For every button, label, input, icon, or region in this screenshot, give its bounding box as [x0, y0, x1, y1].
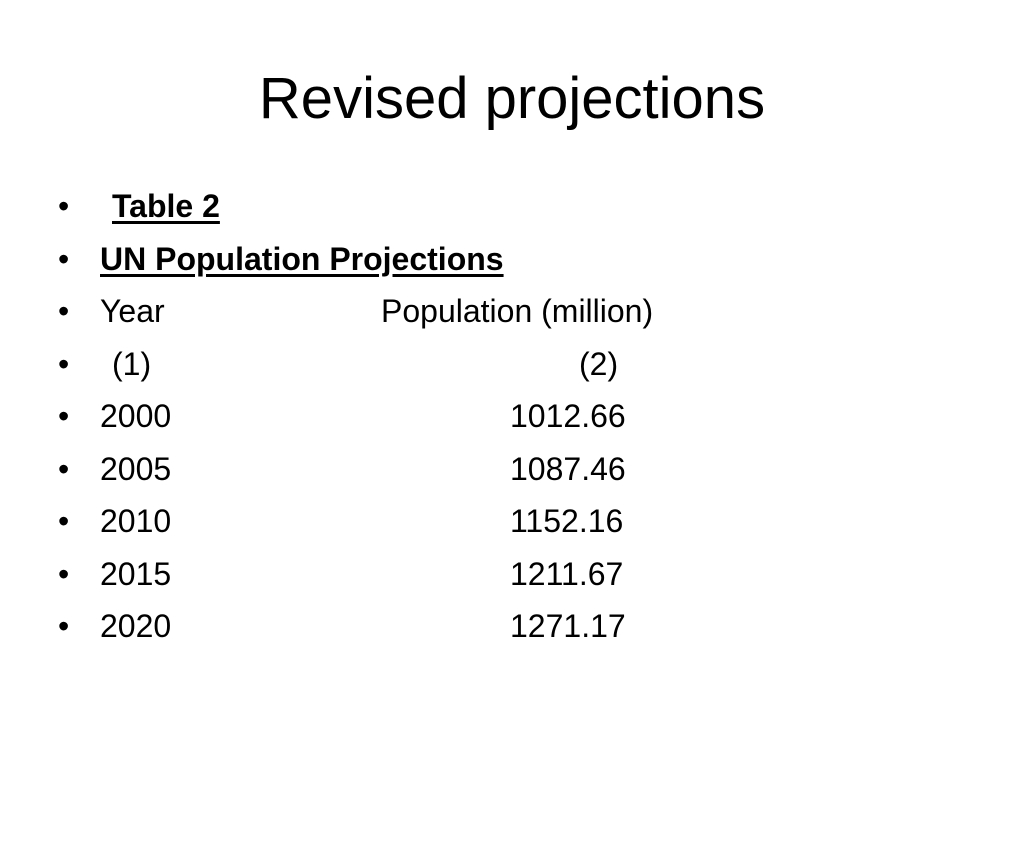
bullet-icon: •: [58, 608, 70, 644]
row-year: 2005: [100, 450, 172, 487]
list-item-header: • Year Population (million): [58, 285, 978, 338]
bullet-list: • Table 2 • UN Population Projections • …: [58, 180, 978, 653]
slide: Revised projections • Table 2 • UN Popul…: [58, 66, 978, 653]
table-row: • 2015 1211.67: [58, 548, 978, 601]
table-row: • 2010 1152.16: [58, 495, 978, 548]
row-year: 2000: [100, 398, 172, 434]
slide-title: Revised projections: [258, 66, 766, 131]
table-title: UN Population Projections: [100, 240, 504, 277]
row-population: 1012.66: [510, 398, 626, 434]
header-year: Year: [100, 293, 165, 329]
header-population: Population (million): [381, 293, 654, 329]
bullet-icon: •: [58, 345, 70, 382]
list-item-table-label: • Table 2: [58, 180, 978, 233]
row-year: 2015: [100, 555, 172, 592]
bullet-icon: •: [58, 240, 70, 277]
row-population: 1152.16: [510, 503, 624, 539]
row-population: 1087.46: [510, 450, 626, 487]
row-population: 1271.17: [510, 608, 626, 644]
list-item-table-title: • UN Population Projections: [58, 233, 978, 286]
bullet-icon: •: [58, 555, 70, 592]
column-number-year: (1): [112, 345, 152, 382]
table-row: • 2020 1271.17: [58, 600, 978, 653]
table-row: • 2000 1012.66: [58, 390, 978, 443]
bullet-icon: •: [58, 450, 70, 487]
bullet-icon: •: [58, 293, 70, 329]
row-population: 1211.67: [510, 555, 624, 592]
table-label: Table 2: [112, 188, 220, 224]
row-year: 2010: [100, 503, 172, 539]
table-row: • 2005 1087.46: [58, 443, 978, 496]
bullet-icon: •: [58, 503, 70, 539]
list-item-column-numbers: • (1) (2): [58, 338, 978, 391]
column-number-population: (2): [579, 345, 619, 382]
bullet-icon: •: [58, 188, 70, 224]
bullet-icon: •: [58, 398, 70, 434]
row-year: 2020: [100, 608, 172, 644]
